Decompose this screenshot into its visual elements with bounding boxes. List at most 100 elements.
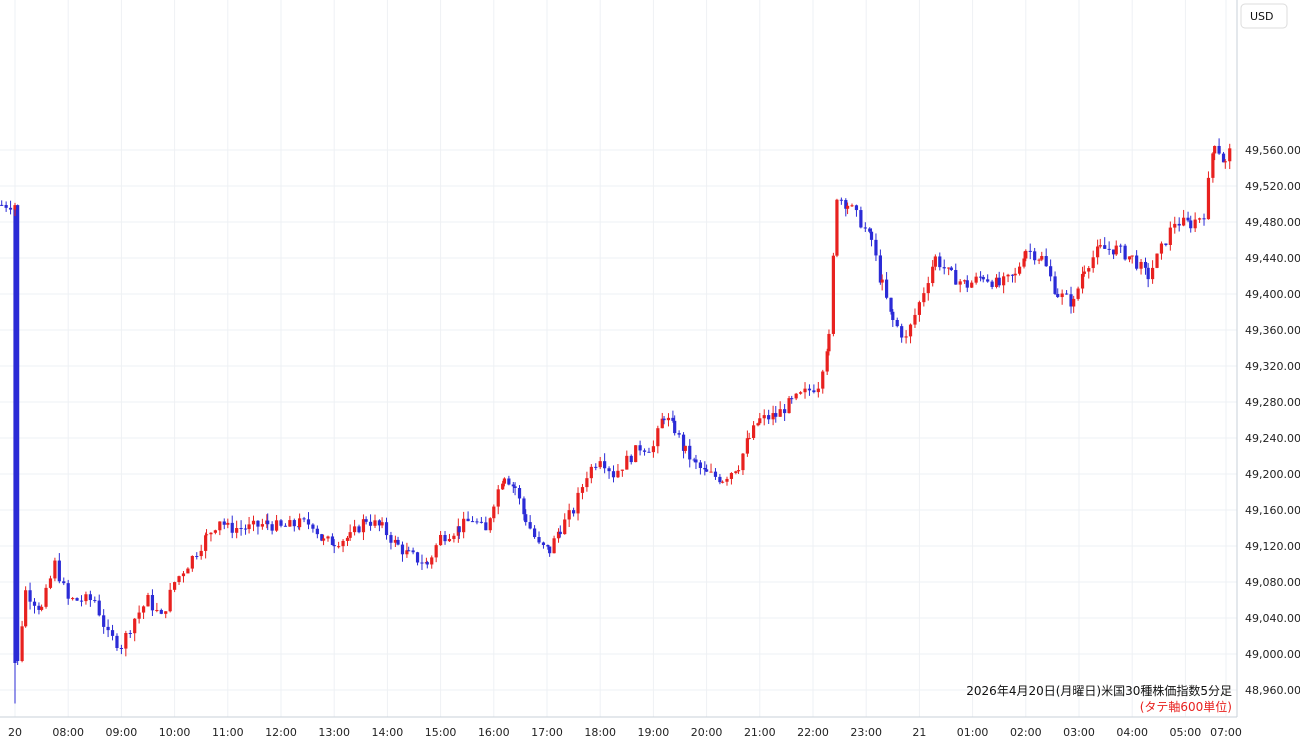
candle-body: [537, 537, 541, 543]
candle-body: [457, 526, 461, 533]
candle-body: [330, 536, 335, 545]
candle-body: [1037, 259, 1041, 261]
candle-body: [1159, 243, 1164, 254]
candle-body: [681, 434, 686, 451]
candle-body: [638, 445, 642, 451]
currency-label: USD: [1250, 10, 1274, 23]
candle-body: [1028, 250, 1032, 252]
candle-body: [931, 266, 935, 284]
candle-body: [1221, 153, 1226, 163]
candle-body: [878, 255, 882, 283]
candle-body: [758, 418, 762, 424]
candle-body: [434, 545, 438, 558]
x-tick-label: 01:00: [957, 726, 989, 739]
x-tick-label: 20:00: [691, 726, 723, 739]
candle-body: [1123, 245, 1127, 260]
candle-body: [447, 538, 452, 542]
candle-body: [393, 539, 397, 543]
candle-body: [439, 534, 443, 546]
candle-body: [501, 483, 505, 490]
candle-body: [320, 534, 324, 541]
candle-body: [1103, 245, 1107, 249]
y-tick-label: 49,120.00: [1245, 540, 1300, 553]
candle-body: [662, 418, 666, 421]
x-tick-label: 14:00: [372, 726, 404, 739]
candle-body: [306, 519, 311, 525]
candle-body: [4, 205, 8, 208]
x-tick-label: 21: [912, 726, 926, 739]
candle-body: [698, 462, 702, 468]
candle-body: [756, 423, 760, 426]
candle-body: [345, 537, 350, 541]
candle-body: [884, 279, 889, 298]
chart-title: 2026年4月20日(月曜日)米国30種株価指数5分足: [966, 683, 1232, 698]
candle-body: [146, 595, 150, 607]
candle-body: [854, 205, 859, 211]
x-tick-label: 17:00: [531, 726, 563, 739]
candle-body: [869, 231, 874, 240]
candle-body: [947, 267, 951, 269]
candle-body: [913, 314, 917, 325]
candle-body: [209, 532, 213, 535]
candle-body: [190, 556, 194, 569]
candle-body: [507, 478, 511, 485]
y-tick-label: 49,400.00: [1245, 288, 1300, 301]
candle-body: [443, 534, 447, 542]
candle-body: [787, 398, 791, 414]
candle-body: [1130, 255, 1134, 257]
candle-body: [660, 418, 664, 429]
candle-body: [990, 281, 994, 287]
x-tick-label: 11:00: [212, 726, 244, 739]
candle-body: [0, 204, 4, 206]
candle-body: [831, 255, 835, 334]
candle-body: [548, 546, 552, 554]
chart-subtitle: (タテ軸600単位): [1140, 699, 1232, 714]
candle-body: [970, 282, 974, 288]
candle-body: [266, 520, 270, 525]
candle-body: [889, 297, 893, 312]
candle-body: [904, 336, 908, 338]
candle-body: [1017, 266, 1022, 274]
candle-body: [8, 207, 13, 210]
currency-badge[interactable]: USD: [1240, 3, 1288, 29]
candle-body: [709, 471, 713, 473]
candle-body: [524, 514, 528, 523]
candle-body: [1087, 268, 1091, 272]
candle-body: [598, 461, 602, 468]
candle-body: [603, 461, 607, 469]
candle-body: [44, 587, 48, 607]
candle-body: [783, 409, 787, 414]
candle-body: [53, 560, 57, 579]
candle-body: [616, 470, 620, 478]
candle-body: [994, 277, 999, 287]
candle-body: [745, 438, 749, 454]
candle-body: [1150, 267, 1155, 280]
candle-body: [812, 390, 816, 393]
candle-body: [1002, 276, 1006, 286]
candle-body: [845, 205, 850, 209]
y-tick-label: 49,240.00: [1245, 432, 1300, 445]
candle-body: [226, 522, 230, 525]
candle-body: [725, 478, 729, 482]
y-tick-label: 48,960.00: [1245, 684, 1300, 697]
candle-body: [1202, 218, 1206, 220]
candle-body: [835, 199, 839, 256]
candle-body: [1091, 257, 1095, 269]
candle-body: [1211, 153, 1215, 178]
x-tick-label: 19:00: [638, 726, 670, 739]
candle-body: [734, 471, 738, 474]
candle-body: [79, 600, 84, 602]
candle-body: [511, 484, 515, 487]
x-tick-label: 09:00: [106, 726, 138, 739]
candle-body: [415, 552, 420, 563]
candle-body: [1228, 148, 1232, 162]
candle-body: [1119, 245, 1123, 247]
candle-body: [1114, 245, 1118, 255]
candle-body: [703, 467, 707, 470]
candle-body: [629, 455, 633, 463]
y-tick-label: 49,080.00: [1245, 576, 1300, 589]
candle-body: [917, 302, 921, 315]
candle-body: [1168, 227, 1172, 245]
candle-body: [1056, 293, 1060, 298]
candle-body: [513, 486, 517, 489]
